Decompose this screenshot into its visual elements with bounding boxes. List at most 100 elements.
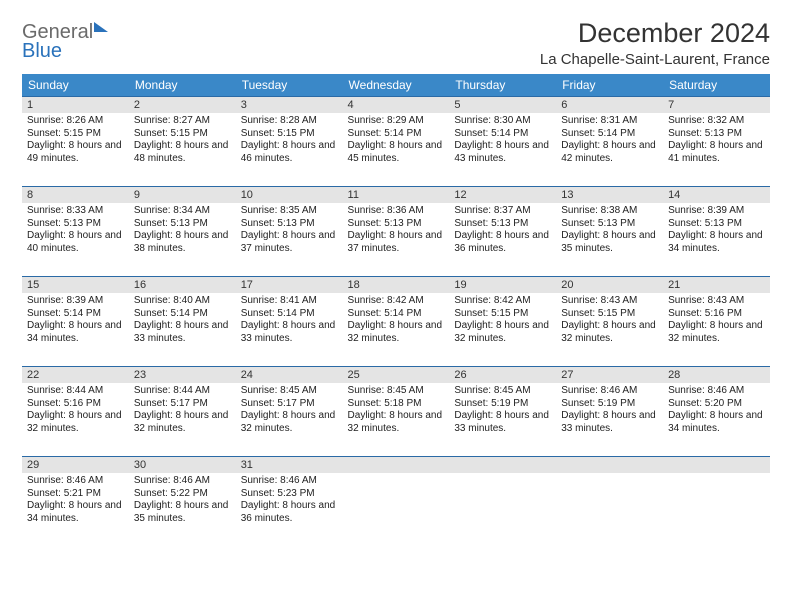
sunrise-text: Sunrise: 8:39 AM [27,295,124,308]
weekday-header: Sunday [22,74,129,96]
calendar-week-row: 8Sunrise: 8:33 AMSunset: 5:13 PMDaylight… [22,186,770,276]
calendar-cell: 14Sunrise: 8:39 AMSunset: 5:13 PMDayligh… [663,186,770,276]
day-details: Sunrise: 8:38 AMSunset: 5:13 PMDaylight:… [556,203,663,259]
day-number: 11 [343,186,450,203]
day-details: Sunrise: 8:34 AMSunset: 5:13 PMDaylight:… [129,203,236,259]
weekday-header-row: Sunday Monday Tuesday Wednesday Thursday… [22,74,770,96]
calendar-cell: 1Sunrise: 8:26 AMSunset: 5:15 PMDaylight… [22,96,129,186]
day-details: Sunrise: 8:36 AMSunset: 5:13 PMDaylight:… [343,203,450,259]
sunset-text: Sunset: 5:17 PM [134,398,231,411]
logo-triangle-icon [94,22,108,32]
sunset-text: Sunset: 5:15 PM [134,128,231,141]
sunset-text: Sunset: 5:14 PM [27,308,124,321]
sunset-text: Sunset: 5:19 PM [561,398,658,411]
day-number: 18 [343,276,450,293]
calendar-cell: 13Sunrise: 8:38 AMSunset: 5:13 PMDayligh… [556,186,663,276]
day-details: Sunrise: 8:33 AMSunset: 5:13 PMDaylight:… [22,203,129,259]
calendar-week-row: 22Sunrise: 8:44 AMSunset: 5:16 PMDayligh… [22,366,770,456]
sunset-text: Sunset: 5:15 PM [561,308,658,321]
sunrise-text: Sunrise: 8:34 AM [134,205,231,218]
sunrise-text: Sunrise: 8:40 AM [134,295,231,308]
sunrise-text: Sunrise: 8:45 AM [348,385,445,398]
day-details: Sunrise: 8:46 AMSunset: 5:23 PMDaylight:… [236,473,343,529]
calendar-cell: 12Sunrise: 8:37 AMSunset: 5:13 PMDayligh… [449,186,556,276]
sunrise-text: Sunrise: 8:43 AM [561,295,658,308]
sunset-text: Sunset: 5:13 PM [134,218,231,231]
sunrise-text: Sunrise: 8:27 AM [134,115,231,128]
calendar-cell: 25Sunrise: 8:45 AMSunset: 5:18 PMDayligh… [343,366,450,456]
sunrise-text: Sunrise: 8:46 AM [668,385,765,398]
header: General Blue December 2024 La Chapelle-S… [22,18,770,68]
day-number: 7 [663,96,770,113]
daylight-text: Daylight: 8 hours and 33 minutes. [241,320,338,345]
sunset-text: Sunset: 5:13 PM [561,218,658,231]
sunset-text: Sunset: 5:15 PM [27,128,124,141]
empty-day-body [556,473,663,523]
sunrise-text: Sunrise: 8:46 AM [27,475,124,488]
calendar-week-row: 29Sunrise: 8:46 AMSunset: 5:21 PMDayligh… [22,456,770,546]
sunrise-text: Sunrise: 8:30 AM [454,115,551,128]
sunrise-text: Sunrise: 8:45 AM [454,385,551,398]
day-number: 30 [129,456,236,473]
day-details: Sunrise: 8:35 AMSunset: 5:13 PMDaylight:… [236,203,343,259]
sunrise-text: Sunrise: 8:29 AM [348,115,445,128]
weekday-header: Monday [129,74,236,96]
sunset-text: Sunset: 5:14 PM [454,128,551,141]
logo: General Blue [22,18,108,61]
calendar-cell [663,456,770,546]
calendar-cell: 10Sunrise: 8:35 AMSunset: 5:13 PMDayligh… [236,186,343,276]
daylight-text: Daylight: 8 hours and 40 minutes. [27,230,124,255]
calendar-cell: 26Sunrise: 8:45 AMSunset: 5:19 PMDayligh… [449,366,556,456]
daylight-text: Daylight: 8 hours and 32 minutes. [668,320,765,345]
sunrise-text: Sunrise: 8:41 AM [241,295,338,308]
sunrise-text: Sunrise: 8:46 AM [561,385,658,398]
calendar-cell: 4Sunrise: 8:29 AMSunset: 5:14 PMDaylight… [343,96,450,186]
daylight-text: Daylight: 8 hours and 48 minutes. [134,140,231,165]
calendar-cell: 17Sunrise: 8:41 AMSunset: 5:14 PMDayligh… [236,276,343,366]
daylight-text: Daylight: 8 hours and 32 minutes. [134,410,231,435]
sunrise-text: Sunrise: 8:46 AM [134,475,231,488]
calendar-cell: 30Sunrise: 8:46 AMSunset: 5:22 PMDayligh… [129,456,236,546]
calendar-cell: 22Sunrise: 8:44 AMSunset: 5:16 PMDayligh… [22,366,129,456]
sunrise-text: Sunrise: 8:43 AM [668,295,765,308]
sunset-text: Sunset: 5:14 PM [134,308,231,321]
weekday-header: Wednesday [343,74,450,96]
day-details: Sunrise: 8:42 AMSunset: 5:14 PMDaylight:… [343,293,450,349]
day-details: Sunrise: 8:46 AMSunset: 5:22 PMDaylight:… [129,473,236,529]
weekday-header: Saturday [663,74,770,96]
day-number: 22 [22,366,129,383]
sunrise-text: Sunrise: 8:36 AM [348,205,445,218]
sunrise-text: Sunrise: 8:38 AM [561,205,658,218]
day-details: Sunrise: 8:46 AMSunset: 5:21 PMDaylight:… [22,473,129,529]
sunset-text: Sunset: 5:13 PM [668,128,765,141]
day-number: 12 [449,186,556,203]
sunset-text: Sunset: 5:14 PM [561,128,658,141]
day-details: Sunrise: 8:32 AMSunset: 5:13 PMDaylight:… [663,113,770,169]
day-details: Sunrise: 8:46 AMSunset: 5:19 PMDaylight:… [556,383,663,439]
daylight-text: Daylight: 8 hours and 32 minutes. [561,320,658,345]
daylight-text: Daylight: 8 hours and 38 minutes. [134,230,231,255]
day-details: Sunrise: 8:39 AMSunset: 5:13 PMDaylight:… [663,203,770,259]
daylight-text: Daylight: 8 hours and 37 minutes. [348,230,445,255]
day-details: Sunrise: 8:40 AMSunset: 5:14 PMDaylight:… [129,293,236,349]
daylight-text: Daylight: 8 hours and 34 minutes. [668,230,765,255]
calendar-table: Sunday Monday Tuesday Wednesday Thursday… [22,74,770,546]
day-details: Sunrise: 8:41 AMSunset: 5:14 PMDaylight:… [236,293,343,349]
calendar-cell: 20Sunrise: 8:43 AMSunset: 5:15 PMDayligh… [556,276,663,366]
daylight-text: Daylight: 8 hours and 34 minutes. [27,500,124,525]
calendar-cell: 15Sunrise: 8:39 AMSunset: 5:14 PMDayligh… [22,276,129,366]
daylight-text: Daylight: 8 hours and 45 minutes. [348,140,445,165]
daylight-text: Daylight: 8 hours and 32 minutes. [454,320,551,345]
daylight-text: Daylight: 8 hours and 36 minutes. [454,230,551,255]
day-details: Sunrise: 8:39 AMSunset: 5:14 PMDaylight:… [22,293,129,349]
calendar-cell: 29Sunrise: 8:46 AMSunset: 5:21 PMDayligh… [22,456,129,546]
calendar-cell: 21Sunrise: 8:43 AMSunset: 5:16 PMDayligh… [663,276,770,366]
sunset-text: Sunset: 5:22 PM [134,488,231,501]
daylight-text: Daylight: 8 hours and 32 minutes. [348,410,445,435]
calendar-cell: 16Sunrise: 8:40 AMSunset: 5:14 PMDayligh… [129,276,236,366]
empty-day-body [663,473,770,523]
sunrise-text: Sunrise: 8:42 AM [348,295,445,308]
sunset-text: Sunset: 5:13 PM [241,218,338,231]
daylight-text: Daylight: 8 hours and 33 minutes. [454,410,551,435]
calendar-cell: 28Sunrise: 8:46 AMSunset: 5:20 PMDayligh… [663,366,770,456]
